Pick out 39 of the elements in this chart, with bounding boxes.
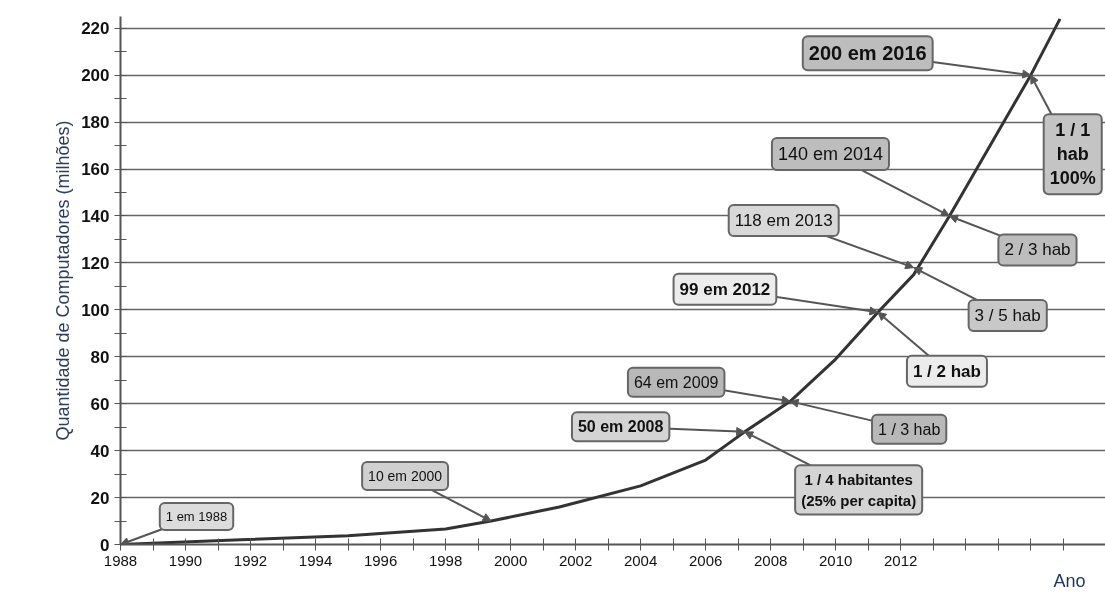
annotation: 2 / 3 hab [1004, 240, 1071, 260]
y-tick-label: 200 [81, 66, 110, 86]
annotation: 140 em 2014 [777, 143, 884, 164]
x-tick-label: 2000 [493, 551, 528, 569]
annotation: 1 / 1 hab 100% [1049, 120, 1096, 189]
x-tick-label: 2008 [753, 551, 788, 569]
x-tick-label: 2002 [558, 551, 593, 569]
y-tick-label: 220 [81, 19, 110, 39]
annotation: 200 em 2016 [808, 42, 927, 65]
x-tick-label: 1990 [168, 551, 203, 569]
y-tick-label: 20 [90, 488, 110, 508]
annotation: 118 em 2013 [734, 211, 833, 231]
x-tick-label: 2010 [819, 551, 853, 569]
annotation: 1 em 1988 [165, 509, 228, 524]
annotation: 10 em 2000 [368, 468, 443, 485]
y-tick-label: 180 [81, 113, 110, 133]
y-tick-label: 60 [90, 394, 110, 414]
annotation: 50 em 2008 [577, 418, 664, 436]
y-tick-label: 80 [90, 347, 110, 367]
x-tick-label: 2006 [688, 551, 723, 569]
y-tick-label: 40 [90, 441, 110, 461]
y-tick-label: 160 [81, 160, 110, 180]
annotation: 1 / 3 hab [878, 420, 941, 438]
x-tick-label: 2012 [884, 551, 918, 569]
x-tick-label: 1994 [298, 551, 333, 569]
y-tick-label: 140 [81, 206, 110, 226]
x-tick-label: 1996 [363, 551, 398, 569]
y-tick-label: 100 [81, 300, 110, 320]
annotation: 1 / 2 hab [912, 361, 981, 381]
x-tick-label: 1992 [233, 551, 268, 569]
x-tick-label: 2004 [623, 551, 658, 569]
y-axis-title: Quantidade de Computadores (milhões) [53, 120, 74, 441]
y-tick-label: 120 [81, 253, 110, 273]
x-tick-label: 1998 [428, 551, 463, 569]
annotation: 99 em 2012 [679, 279, 771, 299]
annotation: 3 / 5 hab [974, 306, 1041, 326]
x-axis-title: Ano [1053, 570, 1086, 591]
annotation: 1 / 4 habitantes (25% per capita) [801, 471, 917, 509]
annotation: 64 em 2009 [633, 373, 719, 391]
